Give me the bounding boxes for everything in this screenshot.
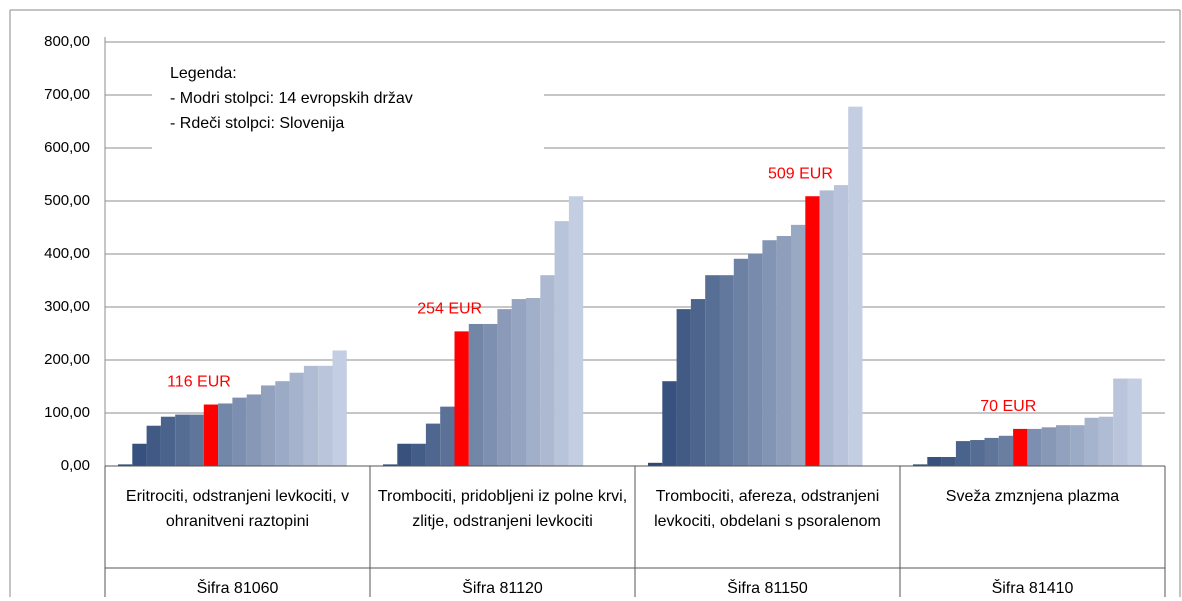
- category-label: Eritrociti, odstranjeni levkociti, v ohr…: [125, 488, 350, 530]
- bar: [662, 381, 677, 466]
- bar: [483, 323, 498, 466]
- bar: [1070, 425, 1085, 466]
- bar: [1056, 425, 1071, 466]
- value-label: 254 EUR: [417, 301, 482, 318]
- bar: [554, 221, 569, 466]
- category-label: Sveža zmznjena plazma: [945, 488, 1120, 505]
- bar: [383, 464, 398, 466]
- bar: [160, 416, 176, 466]
- bar: [1027, 428, 1042, 466]
- bar: [1084, 417, 1099, 466]
- bar: [397, 443, 412, 466]
- bar: [690, 299, 706, 466]
- bar: [232, 397, 247, 466]
- y-tick-label: 800,00: [44, 33, 90, 50]
- bar: [332, 350, 347, 466]
- bar: [848, 106, 863, 466]
- bar: [748, 253, 763, 466]
- value-label: 70 EUR: [980, 398, 1036, 415]
- bar: [146, 425, 161, 466]
- bar: [218, 403, 233, 466]
- y-tick-label: 0,00: [61, 457, 90, 474]
- bar: [955, 441, 971, 466]
- bar: [189, 414, 204, 466]
- bar: [819, 190, 834, 466]
- bar: [998, 435, 1014, 466]
- bar: [1113, 378, 1128, 466]
- bar: [454, 331, 469, 466]
- bar: [776, 235, 791, 466]
- bar: [1013, 428, 1028, 466]
- bar: [511, 299, 526, 466]
- bar: [275, 381, 290, 466]
- y-tick-label: 200,00: [44, 351, 90, 368]
- bar: [833, 185, 849, 466]
- bar: [927, 456, 942, 466]
- bar: [913, 464, 928, 466]
- bar: [175, 414, 190, 466]
- category-code: Šifra 81120: [462, 580, 543, 597]
- bar: [540, 275, 555, 466]
- category-code: Šifra 81150: [727, 580, 808, 597]
- category-label: Trombociti, afereza, odstranjeni levkoci…: [654, 488, 881, 530]
- legend-title: Legenda:: [170, 65, 237, 82]
- y-tick-label: 300,00: [44, 298, 90, 315]
- bar: [132, 443, 147, 466]
- bar: [440, 406, 455, 466]
- bar: [970, 440, 985, 466]
- bar: [1127, 378, 1142, 466]
- y-tick-label: 100,00: [44, 404, 90, 421]
- bar: [497, 309, 512, 466]
- bar: [941, 456, 956, 466]
- value-label: 509 EUR: [768, 165, 833, 182]
- y-tick-label: 500,00: [44, 192, 90, 209]
- y-tick-label: 400,00: [44, 245, 90, 262]
- bar: [118, 464, 133, 466]
- value-label: 116 EUR: [167, 374, 231, 391]
- legend-item: - Modri stolpci: 14 evropskih držav: [170, 90, 413, 107]
- bar: [246, 394, 261, 466]
- bar: [318, 365, 333, 466]
- bar: [719, 275, 734, 466]
- bar: [289, 372, 304, 466]
- bar: [1041, 427, 1056, 466]
- legend-item: - Rdeči stolpci: Slovenija: [170, 115, 345, 132]
- bar: [733, 258, 749, 466]
- category-code: Šifra 81060: [196, 580, 279, 597]
- bar: [526, 297, 541, 466]
- legend: Legenda: - Modri stolpci: 14 evropskih d…: [152, 55, 544, 150]
- bar: [676, 309, 691, 466]
- bar: [261, 385, 276, 466]
- y-tick-label: 600,00: [44, 139, 90, 156]
- bar: [425, 423, 441, 466]
- bar: [1098, 416, 1114, 466]
- y-tick-label: 700,00: [44, 86, 90, 103]
- bar: [468, 323, 484, 466]
- bar: [762, 240, 777, 466]
- bar: [203, 404, 219, 466]
- bar: [568, 196, 584, 467]
- bar: [411, 443, 426, 466]
- category-label: Trombociti, pridobljeni iz polne krvi, z…: [377, 488, 628, 530]
- bar: [648, 462, 663, 466]
- bar: [303, 365, 319, 466]
- category-code: Šifra 81410: [991, 580, 1074, 597]
- bar: [984, 437, 999, 466]
- bar: [705, 275, 720, 466]
- bar: [791, 224, 806, 466]
- bar: [805, 196, 820, 467]
